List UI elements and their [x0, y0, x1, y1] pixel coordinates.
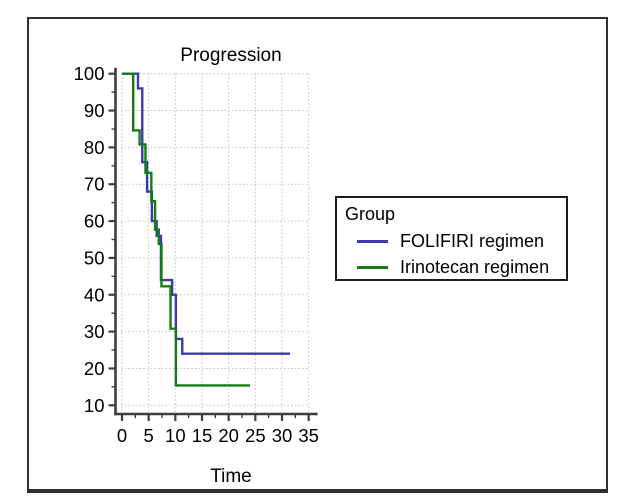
x-tick-label: 35: [298, 425, 319, 446]
x-tick-label: 5: [144, 425, 154, 446]
legend-label-folifiri: FOLIFIRI regimen: [400, 230, 545, 251]
x-tick-label: 0: [117, 425, 127, 446]
series-line-irinotecan: [122, 72, 250, 387]
irinotecan-line-swatch: [357, 265, 388, 269]
x-tick-label: 20: [218, 425, 239, 446]
x-tick-label: 15: [192, 425, 213, 446]
chart-outer-frame: Progression 10 20 30 40 50 60 70 80 90 100 0 5 10 15 2…: [27, 17, 608, 493]
legend-title: Group: [345, 204, 396, 224]
legend-item-irinotecan: Irinotecan regimen: [345, 254, 566, 280]
series-line-folifiri: [122, 72, 290, 355]
y-tick-label: 50: [84, 247, 105, 268]
axes: [108, 67, 318, 421]
legend-item-folifiri: FOLIFIRI regimen: [345, 228, 566, 254]
x-tick-label: 25: [245, 425, 266, 446]
x-axis-title: Time: [210, 466, 252, 487]
chart-title: Progression: [180, 45, 282, 66]
x-tick-label: 10: [165, 425, 186, 446]
y-tick-label: 90: [84, 100, 105, 121]
gridlines: [121, 73, 310, 413]
y-tick-label: 40: [84, 284, 105, 305]
y-tick-label: 80: [84, 137, 105, 158]
legend-label-irinotecan: Irinotecan regimen: [400, 256, 550, 277]
y-tick-label: 70: [84, 174, 105, 195]
y-tick-label: 60: [84, 211, 105, 232]
y-tick-label: 100: [74, 63, 105, 84]
folifiri-line-swatch: [357, 239, 388, 243]
y-tick-label: 30: [84, 321, 105, 342]
y-tick-label: 10: [84, 395, 105, 416]
legend-box: Group FOLIFIRI regimen Irinotecan regime…: [335, 196, 568, 281]
y-tick-label: 20: [84, 358, 105, 379]
x-tick-label: 30: [272, 425, 293, 446]
